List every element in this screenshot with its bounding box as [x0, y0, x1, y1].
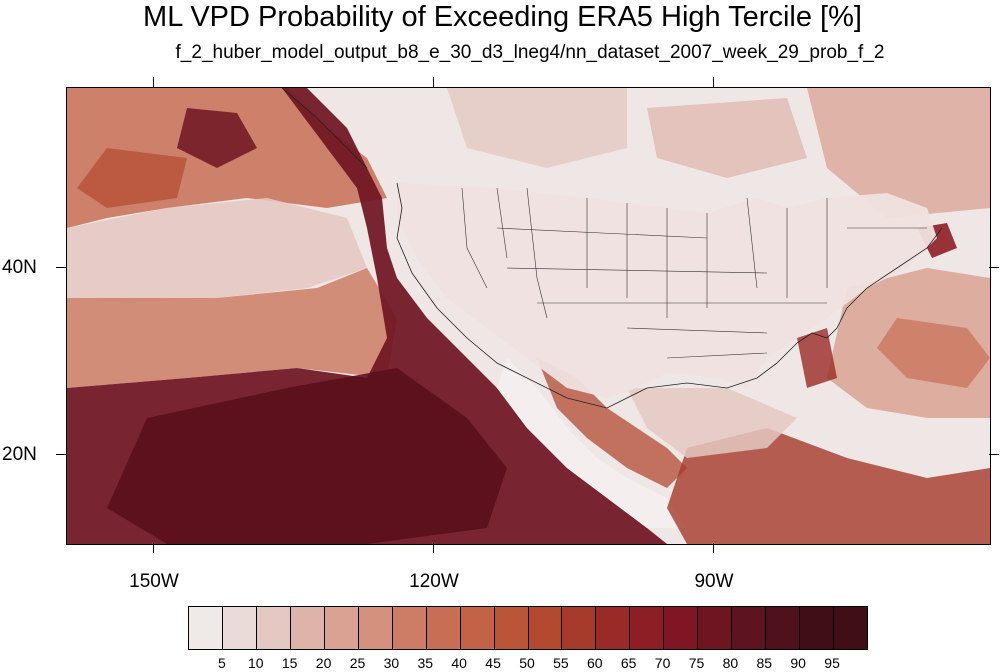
colorbar-label: 35	[417, 655, 434, 671]
state-line	[496, 227, 708, 239]
colorbar-box	[562, 607, 597, 649]
colorbar-label: 60	[587, 655, 603, 671]
colorbar-label: 70	[654, 655, 671, 671]
tick-left-20N	[56, 454, 66, 455]
tick-right-20N	[989, 454, 999, 455]
lon-label-90W: 90W	[694, 571, 734, 592]
coastline-segment	[776, 227, 943, 364]
field-mexico-light	[497, 358, 687, 528]
state-line	[666, 352, 768, 359]
field-east-pacific-core	[107, 368, 507, 544]
coastline-segment	[396, 182, 528, 379]
tick-bottom-120W	[433, 543, 434, 553]
colorbar-label: 75	[688, 655, 705, 671]
field-canada-patch-b	[647, 98, 807, 178]
lon-label-150W: 150W	[129, 571, 179, 592]
colorbar-box	[800, 607, 835, 649]
field-gulf-light	[627, 388, 797, 458]
colorbar-box	[834, 607, 868, 649]
colorbar-label: 5	[217, 655, 226, 671]
state-line	[626, 327, 768, 334]
field-subtropical-pacific-mid	[67, 268, 397, 388]
colorbar-label: 50	[519, 655, 535, 671]
colorbar-label: 80	[722, 655, 739, 671]
field-atlantic-high	[877, 318, 990, 388]
colorbar-box	[256, 607, 291, 649]
tick-bottom-150W	[153, 543, 154, 553]
coastlines	[281, 88, 943, 409]
state-line	[506, 267, 768, 274]
lon-label-120W: 120W	[409, 571, 459, 592]
colorbar-box	[528, 607, 563, 649]
colorbar-box	[290, 607, 325, 649]
colorbar-box	[630, 607, 665, 649]
colorbar-box	[664, 607, 699, 649]
coastline-segment	[281, 88, 368, 169]
map-panel	[66, 87, 991, 545]
colorbar	[188, 606, 868, 650]
field-canada-patch-c	[807, 88, 990, 218]
field-gulf-alaska-high	[77, 148, 187, 208]
colorbar-label: 45	[485, 655, 501, 671]
colorbar-label: 55	[553, 655, 569, 671]
state-line	[526, 187, 548, 319]
tick-right-40N	[989, 267, 999, 268]
field-canada-patch-a	[447, 88, 627, 168]
state-boundaries	[461, 187, 927, 359]
colorbar-label: 90	[790, 655, 806, 671]
colorbar-box	[596, 607, 631, 649]
colorbar-label: 15	[281, 655, 298, 671]
colorbar-box	[494, 607, 529, 649]
lat-label-20N: 20N	[2, 444, 37, 465]
colorbar-label: 25	[349, 655, 366, 671]
colorbar-box	[324, 607, 359, 649]
tick-top-150W	[153, 77, 154, 87]
state-line	[496, 187, 508, 259]
colorbar-label: 95	[824, 655, 840, 671]
colorbar-box	[460, 607, 495, 649]
colorbar-label: 40	[451, 655, 467, 671]
colorbar-box	[392, 607, 427, 649]
colorbar-box	[426, 607, 461, 649]
map-title: ML VPD Probability of Exceeding ERA5 Hig…	[143, 1, 862, 33]
field-caribbean-high	[667, 428, 990, 544]
state-line	[461, 187, 488, 289]
colorbar-box	[222, 607, 257, 649]
colorbar-box	[698, 607, 733, 649]
vpd-probability-map	[67, 88, 990, 544]
field-north-pacific-max	[177, 108, 257, 168]
colorbar-box	[766, 607, 801, 649]
map-subtitle: f_2_huber_model_output_b8_e_30_d3_lneg4/…	[175, 42, 885, 63]
colorbar-label: 30	[383, 655, 400, 671]
colorbar-label: 20	[315, 655, 332, 671]
tick-top-90W	[713, 77, 714, 87]
coastline-segment	[526, 362, 778, 409]
colorbar-label: 10	[248, 655, 264, 671]
field-mexico-ridge-high	[537, 358, 687, 488]
field-mid-pacific-light	[67, 198, 367, 303]
field-florida-coast-high	[797, 328, 837, 388]
colorbar-box	[732, 607, 767, 649]
lat-label-40N: 40N	[2, 257, 37, 278]
colorbar-box	[358, 607, 393, 649]
colorbar-label: 65	[620, 655, 637, 671]
colorbar-label: 85	[756, 655, 773, 671]
tick-left-40N	[56, 267, 66, 268]
tick-bottom-90W	[713, 543, 714, 553]
colorbar-box	[189, 607, 223, 649]
tick-top-120W	[433, 77, 434, 87]
